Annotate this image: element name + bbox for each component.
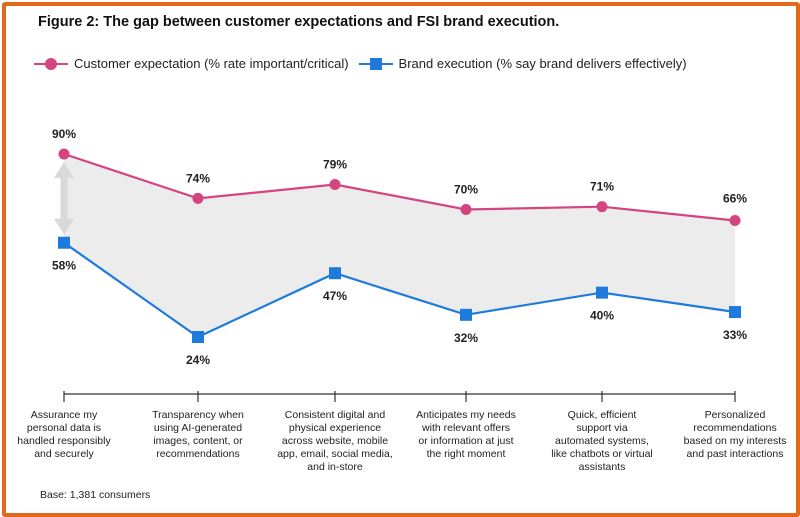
label-expectation-5: 66% bbox=[723, 192, 747, 206]
label-execution-4: 40% bbox=[590, 309, 614, 323]
category-label-line: automated systems, bbox=[555, 435, 649, 447]
category-label-line: like chatbots or virtual bbox=[551, 448, 653, 460]
label-expectation-1: 74% bbox=[186, 171, 210, 185]
legend: Customer expectation (% rate important/c… bbox=[34, 56, 697, 71]
point-expectation-3 bbox=[460, 203, 472, 215]
gap-arrow-head-down bbox=[54, 218, 74, 235]
category-label-line: Anticipates my needs bbox=[416, 409, 516, 421]
point-execution-1 bbox=[192, 331, 204, 343]
point-expectation-5 bbox=[729, 215, 741, 227]
label-expectation-3: 70% bbox=[454, 183, 478, 197]
category-label-1: Transparency when using AI-generated image… bbox=[128, 409, 268, 461]
category-label-0: Assurance my personal data is handled resp… bbox=[0, 409, 134, 461]
category-label-line: recommendations bbox=[693, 422, 777, 434]
point-expectation-0 bbox=[58, 148, 70, 160]
category-label-line: and securely bbox=[34, 448, 94, 460]
category-label-2: Consistent digital and physical experienc… bbox=[265, 409, 405, 474]
base-footnote: Base: 1,381 consumers bbox=[40, 489, 151, 501]
legend-item-execution: Brand execution (% say brand delivers ef… bbox=[358, 56, 687, 71]
point-execution-4 bbox=[596, 286, 608, 299]
category-label-line: support via bbox=[576, 422, 628, 434]
category-label-3: Anticipates my needs with relevant offers… bbox=[396, 409, 536, 461]
category-label-line: or information at just bbox=[418, 435, 514, 447]
category-label-line: recommendations bbox=[156, 448, 240, 460]
point-execution-5 bbox=[729, 306, 741, 319]
category-label-line: with relevant offers bbox=[422, 422, 510, 434]
category-label-line: the right moment bbox=[426, 448, 506, 460]
category-label-line: images, content, or bbox=[153, 435, 243, 447]
label-execution-2: 47% bbox=[323, 289, 347, 303]
legend-label-expectation: Customer expectation (% rate important/c… bbox=[74, 56, 349, 71]
category-label-line: app, email, social media, bbox=[277, 448, 393, 460]
label-expectation-4: 71% bbox=[590, 180, 614, 194]
category-label-line: handled responsibly bbox=[17, 435, 111, 447]
category-label-line: physical experience bbox=[288, 422, 382, 434]
point-execution-3 bbox=[460, 308, 472, 321]
category-label-line: Consistent digital and bbox=[284, 409, 386, 421]
label-execution-5: 33% bbox=[723, 328, 747, 342]
point-expectation-1 bbox=[192, 192, 204, 204]
legend-label-execution: Brand execution (% say brand delivers ef… bbox=[398, 56, 687, 71]
category-label-line: Quick, efficient bbox=[567, 409, 637, 421]
category-label-line: personal data is bbox=[26, 422, 102, 434]
series-line-execution bbox=[63, 241, 736, 339]
label-execution-1: 24% bbox=[186, 353, 210, 367]
category-label-line: and in-store bbox=[307, 461, 363, 473]
series-line-expectation bbox=[63, 152, 736, 222]
label-expectation-2: 79% bbox=[323, 158, 347, 172]
gap-arrow-head-up bbox=[54, 162, 74, 178]
legend-swatch-execution bbox=[358, 57, 393, 70]
point-execution-0 bbox=[58, 236, 70, 249]
category-label-line: based on my interests bbox=[683, 435, 787, 447]
point-execution-2 bbox=[329, 267, 341, 280]
category-label-5: Personalized recommendations based on my i… bbox=[665, 409, 800, 461]
category-label-line: Transparency when bbox=[152, 409, 244, 421]
category-label-line: Assurance my bbox=[30, 409, 98, 421]
legend-swatch-expectation bbox=[34, 57, 68, 70]
category-label-line: across website, mobile bbox=[281, 435, 389, 447]
category-label-line: assistants bbox=[578, 461, 626, 473]
gap-fill bbox=[64, 154, 735, 337]
category-label-line: using AI-generated bbox=[153, 422, 243, 434]
chart-title: Figure 2: The gap between customer expec… bbox=[38, 14, 560, 30]
category-label-line: Personalized bbox=[704, 409, 766, 421]
legend-item-expectation: Customer expectation (% rate important/c… bbox=[34, 56, 349, 71]
category-label-4: Quick, efficient support via automated sys… bbox=[532, 409, 672, 474]
point-expectation-2 bbox=[329, 179, 341, 190]
label-execution-0: 58% bbox=[52, 259, 76, 273]
point-expectation-4 bbox=[596, 201, 608, 213]
label-expectation-0: 90% bbox=[52, 127, 76, 141]
category-label-line: and past interactions bbox=[686, 448, 784, 460]
label-execution-3: 32% bbox=[454, 331, 478, 345]
